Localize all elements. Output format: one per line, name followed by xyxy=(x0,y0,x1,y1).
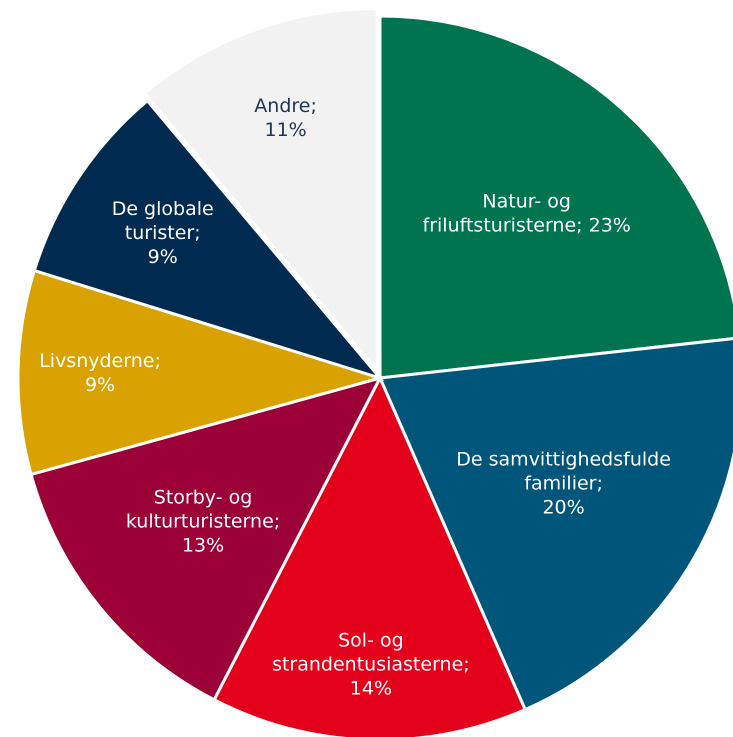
slice-label: 20% xyxy=(542,497,584,519)
slice-label: 14% xyxy=(350,677,392,699)
slice-label: De samvittighedsfulde xyxy=(456,449,671,471)
slice-label: turister; xyxy=(125,222,201,244)
slice-label: 11% xyxy=(264,119,306,141)
slice-label: Andre; xyxy=(254,95,317,117)
slice-label: strandentusiasterne; xyxy=(272,653,470,675)
slice-label: Natur- og xyxy=(482,191,571,213)
slice-label: 9% xyxy=(148,246,178,268)
pie-slice xyxy=(29,375,383,702)
pie-slice xyxy=(212,374,528,737)
pie-slice xyxy=(377,337,733,712)
slice-label: kulturturisterne; xyxy=(126,510,280,532)
slice-label: Sol- og xyxy=(338,629,404,651)
pie-slice xyxy=(142,6,379,375)
slice-label: familier; xyxy=(524,473,603,495)
slice-label: 13% xyxy=(182,534,224,556)
slice-label: De globale xyxy=(112,198,214,220)
pie-slice xyxy=(378,14,733,380)
pie-slice xyxy=(32,98,385,381)
slice-label: friluftsturisterne; 23% xyxy=(423,215,631,237)
pie-slice xyxy=(16,268,386,477)
slice-label: 9% xyxy=(85,374,115,396)
slice-label: Storby- og xyxy=(154,486,253,508)
slice-label: Livsnyderne; xyxy=(39,350,161,372)
